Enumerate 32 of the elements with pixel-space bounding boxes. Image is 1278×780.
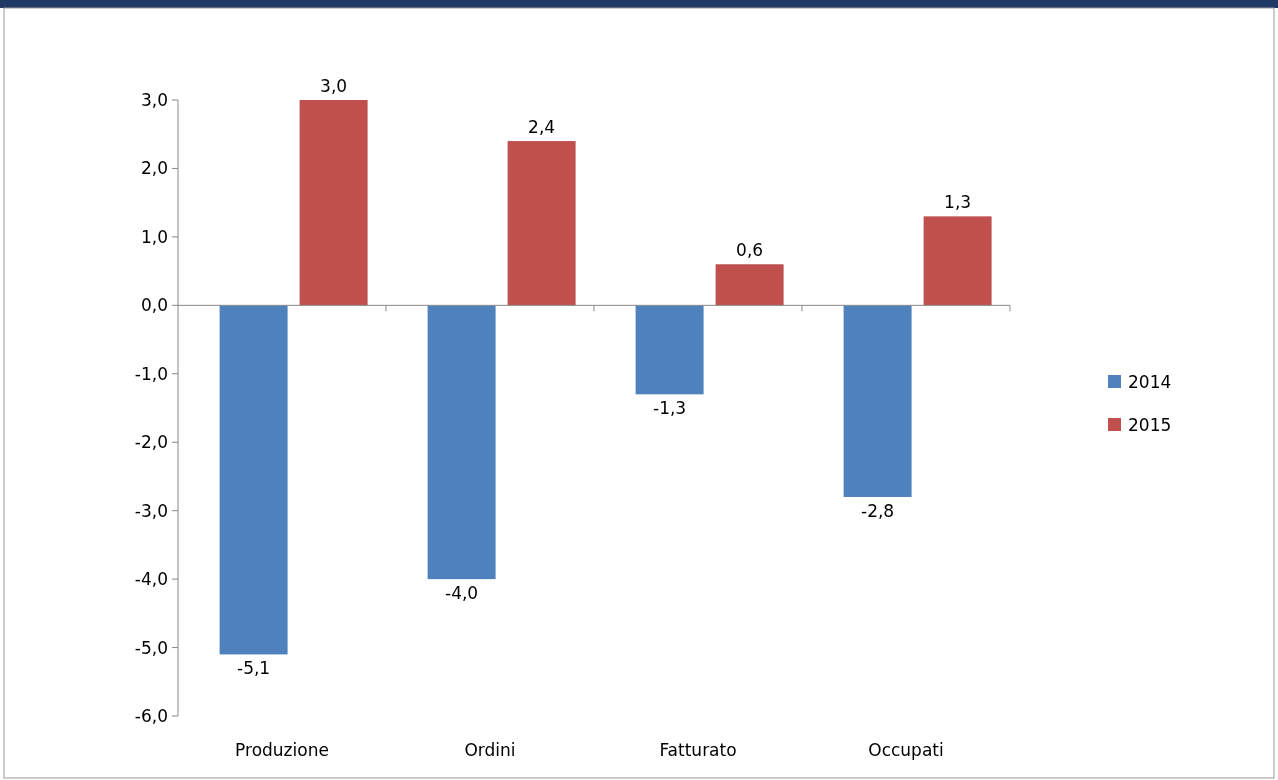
x-tick-label: Occupati bbox=[868, 740, 944, 760]
y-tick-label: 2,0 bbox=[140, 158, 168, 179]
y-tick-label: 0,0 bbox=[140, 295, 168, 316]
bar bbox=[427, 305, 496, 580]
bar bbox=[715, 264, 784, 306]
bar bbox=[507, 141, 576, 306]
data-label: 0,6 bbox=[736, 240, 764, 261]
bar bbox=[299, 100, 368, 306]
y-tick-label: -3,0 bbox=[134, 500, 168, 521]
data-label: 2,4 bbox=[528, 117, 556, 138]
legend-label: 2015 bbox=[1128, 414, 1172, 435]
y-tick-label: -1,0 bbox=[134, 363, 168, 384]
data-label: -5,1 bbox=[237, 658, 271, 679]
legend-label: 2014 bbox=[1128, 371, 1172, 392]
y-tick-label: -4,0 bbox=[134, 569, 168, 590]
y-tick-label: -2,0 bbox=[134, 432, 168, 453]
x-tick-label: Ordini bbox=[464, 740, 516, 760]
y-tick-label: -5,0 bbox=[134, 637, 168, 658]
y-tick-label: 1,0 bbox=[140, 226, 168, 247]
bar bbox=[923, 216, 992, 306]
x-tick-label: Fatturato bbox=[659, 740, 737, 760]
data-label: -1,3 bbox=[653, 398, 687, 419]
y-tick-label: 3,0 bbox=[140, 89, 168, 110]
bar bbox=[219, 305, 288, 655]
data-label: -2,8 bbox=[861, 500, 895, 521]
bar bbox=[635, 305, 704, 395]
bar bbox=[843, 305, 912, 497]
data-label: 3,0 bbox=[320, 76, 348, 96]
x-tick-label: Produzione bbox=[235, 740, 329, 760]
data-label: -4,0 bbox=[445, 583, 479, 604]
y-tick-label: -6,0 bbox=[134, 705, 168, 726]
data-label: 1,3 bbox=[944, 192, 972, 213]
